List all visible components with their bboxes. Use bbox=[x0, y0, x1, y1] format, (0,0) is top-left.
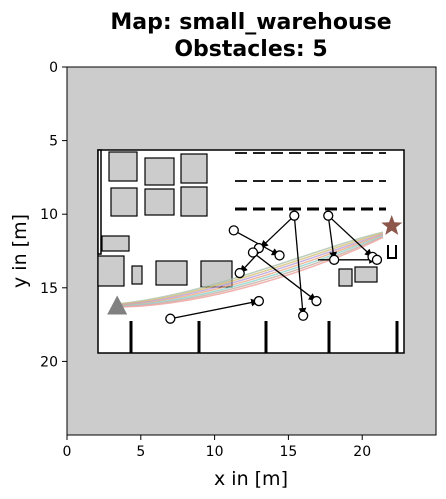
small-marks bbox=[387, 245, 397, 259]
x-tick-label: 0 bbox=[63, 444, 72, 460]
obstacle-block bbox=[144, 188, 175, 216]
y-tick-label: 10 bbox=[40, 207, 58, 223]
trajectory-line bbox=[117, 234, 384, 307]
x-tick-label: 15 bbox=[279, 444, 297, 460]
obstacle-point bbox=[371, 254, 383, 265]
shelf-rows bbox=[235, 152, 386, 211]
y-tick-label: 20 bbox=[40, 354, 58, 370]
obstacle-block bbox=[180, 186, 208, 217]
y-tick-label: 5 bbox=[49, 134, 58, 150]
trajectory-line bbox=[117, 235, 384, 308]
obstacle-motion-arrow bbox=[259, 215, 295, 249]
x-tick-label: 5 bbox=[136, 444, 145, 460]
obstacle-motion-layer bbox=[170, 215, 377, 320]
bottom-dividers bbox=[129, 321, 399, 353]
obstacle-point bbox=[298, 310, 309, 321]
obstacle-block bbox=[97, 149, 102, 255]
obstacle-block bbox=[110, 187, 138, 217]
x-tick-label: 10 bbox=[206, 444, 224, 460]
trajectory-line bbox=[117, 233, 384, 306]
obstacle-block bbox=[155, 260, 188, 286]
obstacle-point bbox=[228, 225, 239, 236]
y-axis-label: y in [m] bbox=[9, 214, 31, 288]
trajectory-line bbox=[117, 235, 384, 307]
obstacle-block bbox=[338, 268, 353, 287]
trajectory-layer bbox=[117, 231, 384, 308]
x-axis-ticks: 0 5 10 15 20 bbox=[63, 435, 371, 460]
obstacle-point bbox=[253, 295, 265, 307]
y-tick-label: 15 bbox=[40, 281, 58, 297]
obstacle-block bbox=[180, 153, 208, 184]
trajectory-line bbox=[117, 231, 384, 305]
obstacle-motion-arrow bbox=[170, 298, 260, 320]
left-wall-notches bbox=[97, 149, 102, 255]
obstacle-block bbox=[131, 265, 143, 285]
obstacle-point bbox=[234, 267, 245, 279]
trajectory-line bbox=[117, 236, 384, 308]
obstacle-block bbox=[101, 235, 130, 252]
obstacle-point bbox=[329, 254, 340, 265]
start-marker bbox=[107, 295, 128, 315]
y-tick-label: 0 bbox=[49, 60, 58, 76]
obstacle-block bbox=[354, 266, 378, 283]
y-axis-ticks: 0 5 10 15 20 bbox=[40, 60, 67, 370]
obstacle-motion-arrow bbox=[327, 215, 373, 258]
plot-frame bbox=[66, 66, 437, 436]
obstacle-point bbox=[165, 313, 176, 324]
chart-title-line2: Obstacles: 5 bbox=[174, 37, 327, 62]
obstacle-block bbox=[97, 255, 125, 287]
obstacle-point bbox=[274, 250, 285, 261]
obstacle-point bbox=[323, 210, 334, 221]
marker-layer bbox=[107, 210, 403, 324]
goal-marker bbox=[381, 215, 403, 235]
obstacle-point bbox=[289, 210, 300, 221]
obstacle-motion-arrow bbox=[327, 215, 337, 260]
x-axis-label: x in [m] bbox=[214, 468, 288, 490]
x-tick-label: 20 bbox=[353, 444, 371, 460]
obstacle-motion-arrow bbox=[252, 251, 317, 302]
obstacle-block bbox=[144, 157, 175, 186]
obstacle-point bbox=[311, 295, 322, 307]
obstacle-point bbox=[247, 247, 259, 258]
obstacle-motion-arrow bbox=[233, 229, 280, 256]
small-mark bbox=[387, 245, 397, 259]
obstacle-block bbox=[108, 151, 138, 182]
chart-title-line1: Map: small_warehouse bbox=[110, 10, 391, 35]
obstacle-motion-arrow bbox=[293, 215, 307, 316]
